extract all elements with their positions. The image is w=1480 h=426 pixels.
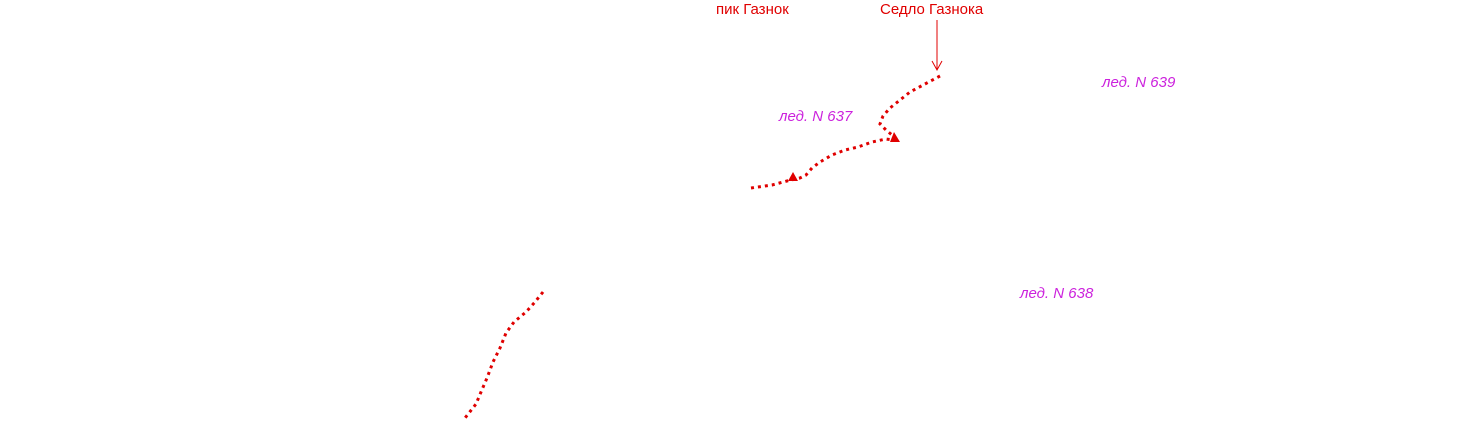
glacier-label-639: лед. N 639 [1102,74,1176,91]
route-track-saddle [878,74,941,137]
route-track-upper [750,137,894,190]
route-track-lower [463,291,545,419]
waypoint-triangle-icon [890,132,900,142]
saddle-label: Седло Газнока [880,1,984,18]
waypoint-triangle-icon [788,172,798,181]
peak-label: пик Газнок [716,1,789,18]
glacier-label-638: лед. N 638 [1020,285,1094,302]
saddle-pointer-arrowhead-icon [931,60,943,72]
glacier-label-637: лед. N 637 [779,108,853,125]
